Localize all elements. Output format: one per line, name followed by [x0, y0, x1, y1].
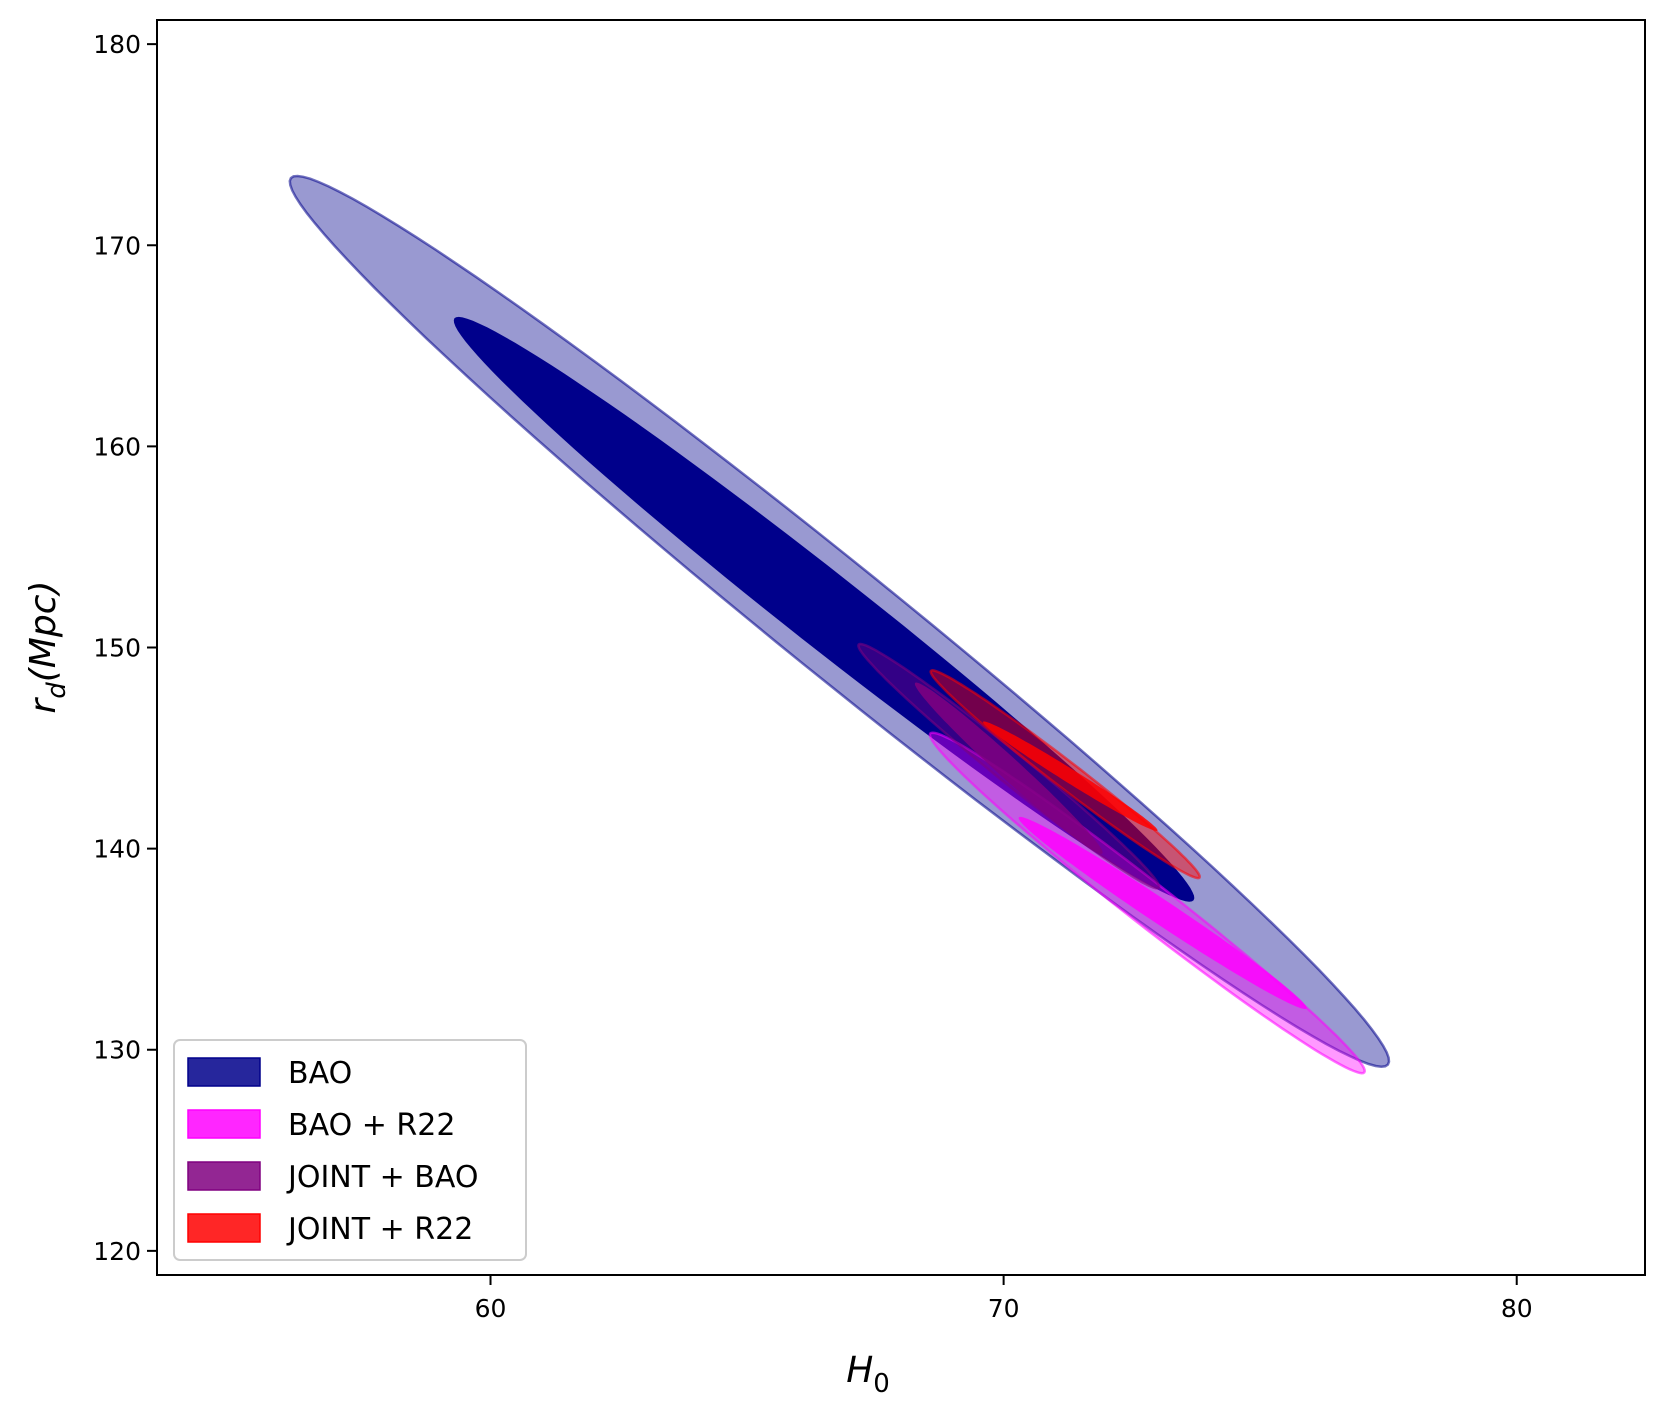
contour-joint-r22-1sigma	[983, 721, 1158, 831]
y-tick-label: 170	[93, 231, 141, 260]
contour-joint-bao-1sigma	[914, 682, 1103, 854]
y-tick-label: 180	[93, 30, 141, 59]
y-tick-label: 120	[93, 1237, 141, 1266]
y-axis-label: rd(Mpc)	[23, 580, 72, 713]
y-axis-label-subscript: d	[42, 682, 72, 699]
legend-frame	[173, 1039, 527, 1261]
x-axis-ticks: 60 70 80	[475, 1275, 1533, 1323]
y-axis-label-main: r	[23, 697, 64, 714]
y-axis-label-rest: (Mpc)	[23, 580, 64, 682]
contour-layer	[288, 174, 1391, 1075]
x-tick-label: 60	[475, 1294, 507, 1323]
y-tick-label: 140	[93, 835, 141, 864]
contour-bao-r22-1sigma	[1018, 816, 1307, 1010]
legend-swatch	[187, 1161, 261, 1191]
x-axis-label-main: H	[846, 1350, 873, 1391]
legend-label: BAO	[288, 1056, 352, 1091]
x-tick-label: 70	[988, 1294, 1020, 1323]
legend-swatch	[187, 1213, 261, 1243]
y-tick-label: 160	[93, 432, 141, 461]
legend-label: BAO + R22	[288, 1108, 455, 1143]
legend-swatch	[187, 1057, 261, 1087]
y-tick-label: 150	[93, 634, 141, 663]
legend-swatch	[187, 1109, 261, 1139]
x-tick-label: 80	[1501, 1294, 1533, 1323]
x-axis-label: H0	[846, 1350, 890, 1399]
y-tick-label: 130	[93, 1036, 141, 1065]
x-axis-label-subscript: 0	[873, 1369, 890, 1399]
legend-label: JOINT + BAO	[286, 1160, 478, 1195]
legend: BAO BAO + R22 JOINT + BAO JOINT + R22	[173, 1039, 527, 1261]
y-axis-ticks: 120 130 140 150 160 170 180	[93, 30, 157, 1266]
legend-label: JOINT + R22	[286, 1212, 473, 1247]
